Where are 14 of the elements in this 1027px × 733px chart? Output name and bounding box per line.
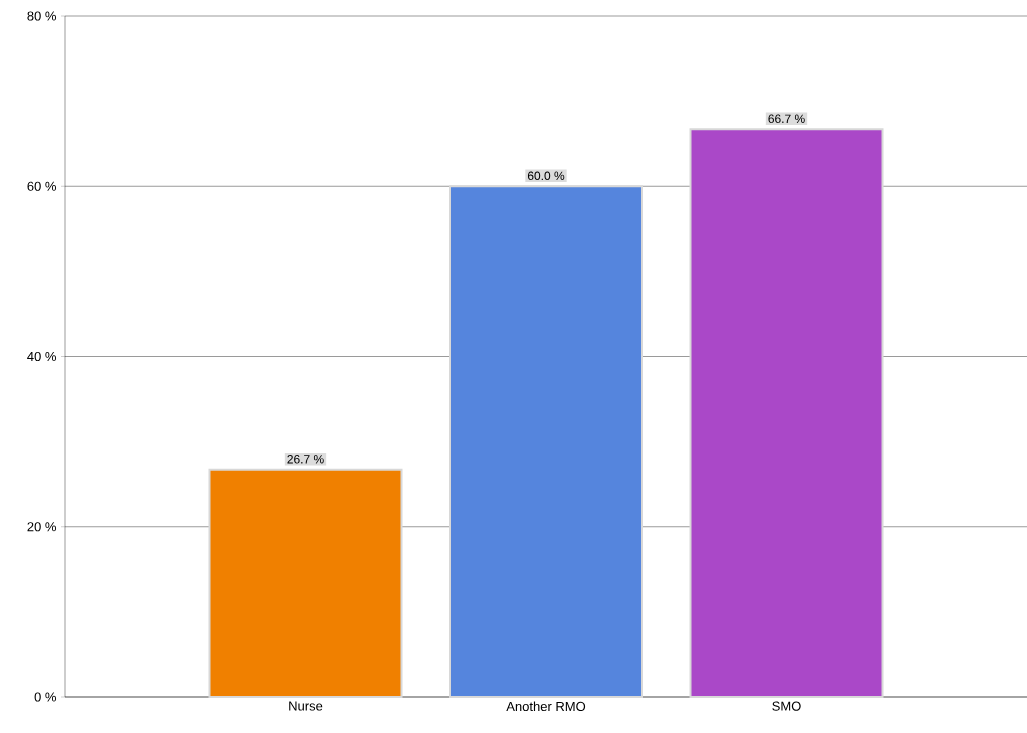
- bar: [689, 128, 884, 698]
- y-tick-label: 80 %: [27, 11, 56, 21]
- bar: [449, 185, 644, 698]
- y-tick-label: 0 %: [34, 692, 56, 702]
- y-tick-label: 60 %: [27, 181, 56, 191]
- data-label: 26.7 %: [287, 455, 324, 464]
- bar: [208, 468, 403, 698]
- x-tick-label: Nurse: [289, 701, 323, 711]
- data-label: 60.0 %: [527, 171, 565, 181]
- x-tick-label: Another RMO: [506, 701, 586, 712]
- x-tick-label: SMO: [772, 701, 801, 711]
- y-tick-label: 40 %: [27, 351, 56, 362]
- data-label: 66.7 %: [768, 114, 805, 124]
- y-tick-label: 20 %: [27, 522, 56, 532]
